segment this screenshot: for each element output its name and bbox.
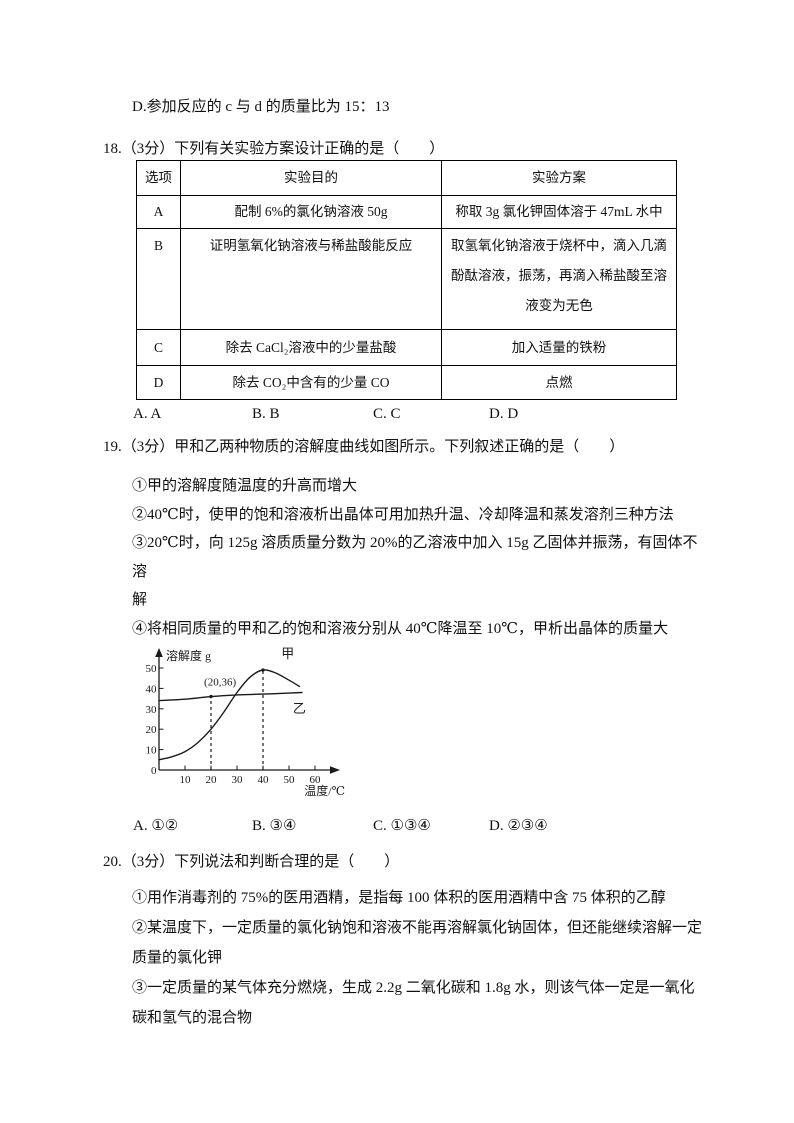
row-d-purpose: 除去 CO₂中含有的少量 CO	[180, 365, 442, 400]
q18-experiment-table: 选项 实验目的 实验方案 A 配制 6%的氯化钠溶液 50g 称取 3g 氯化钾…	[136, 160, 677, 400]
q20-statements: ①用作消毒剂的 75%的医用酒精，是指每 100 体积的医用酒精中含 75 体积…	[103, 883, 703, 1033]
row-b-plan: 取氢氧化钠溶液于烧杯中，滴入几滴 酚酞溶液，振荡，再滴入稀盐酸至溶 液变为无色	[441, 228, 677, 330]
svg-text:(20,36): (20,36)	[204, 676, 236, 688]
svg-text:60: 60	[310, 774, 322, 786]
svg-text:40: 40	[146, 683, 158, 695]
col-header-purpose: 实验目的	[180, 160, 442, 196]
page-content: D.参加反应的 c 与 d 的质量比为 15：13 18.（3分）下列有关实验方…	[103, 96, 703, 1033]
svg-text:20: 20	[206, 774, 218, 786]
svg-text:温度/℃: 温度/℃	[304, 783, 345, 798]
row-d-plan: 点燃	[441, 365, 677, 400]
table-row: D 除去 CO₂中含有的少量 CO 点燃	[136, 365, 677, 400]
col-header-plan: 实验方案	[441, 160, 677, 196]
q17-option-d: D.参加反应的 c 与 d 的质量比为 15：13	[132, 99, 390, 115]
q20-statement-3: ③一定质量的某气体充分燃烧，生成 2.2g 二氧化碳和 1.8g 水，则该气体一…	[132, 980, 695, 1026]
row-a-option: A	[136, 195, 181, 229]
q19-statements: ①甲的溶解度随温度的升高而增大 ②40℃时，使甲的饱和溶液析出晶体可用加热升温、…	[103, 472, 703, 643]
q19-option-c: C. ①③④	[373, 818, 431, 834]
q19-statement-3: ③20℃时，向 125g 溶质质量分数为 20%的乙溶液中加入 15g 乙固体并…	[132, 535, 698, 608]
q20-stem: 20.（3分）下列说法和判断合理的是（ ）	[103, 854, 400, 870]
q18-answer-options: A. A B. B C. C D. D	[103, 403, 703, 425]
table-row: A 配制 6%的氯化钠溶液 50g 称取 3g 氯化钾固体溶于 47mL 水中	[136, 195, 677, 229]
q19-statement-1: ①甲的溶解度随温度的升高而增大	[132, 478, 358, 494]
solubility-chart: 10 20 30 40 50 60 0 10 20 30 40 50 溶解度 g 温度/℃ 甲乙 (20,36…	[146, 646, 346, 798]
q20-statement-1: ①用作消毒剂的 75%的医用酒精，是指每 100 体积的医用酒精中含 75 体积…	[132, 890, 666, 906]
svg-text:20: 20	[146, 724, 158, 736]
svg-text:30: 30	[146, 704, 158, 716]
svg-text:40: 40	[258, 774, 270, 786]
svg-text:50: 50	[146, 663, 158, 675]
svg-text:30: 30	[232, 774, 244, 786]
q19-statement-2: ②40℃时，使甲的饱和溶液析出晶体可用加热升温、冷却降温和蒸发溶剂三种方法	[132, 506, 674, 523]
row-d-option: D	[136, 365, 181, 400]
q19-answer-options: A. ①② B. ③④ C. ①③④ D. ②③④	[103, 815, 703, 837]
col-header-option: 选项	[136, 160, 181, 196]
svg-text:10: 10	[146, 745, 158, 757]
q19-option-a: A. ①②	[133, 818, 179, 834]
svg-text:10: 10	[180, 774, 192, 786]
row-b-purpose: 证明氢氧化钠溶液与稀盐酸能反应	[180, 228, 442, 330]
row-c-plan: 加入适量的铁粉	[441, 329, 677, 366]
row-b-option: B	[136, 228, 181, 330]
q19-option-d: D. ②③④	[489, 818, 548, 834]
table-row: B 证明氢氧化钠溶液与稀盐酸能反应 取氢氧化钠溶液于烧杯中，滴入几滴 酚酞溶液，…	[136, 228, 677, 330]
svg-text:溶解度 g: 溶解度 g	[166, 648, 211, 663]
q19-stem: 19.（3分）甲和乙两种物质的溶解度曲线如图所示。下列叙述正确的是（ ）	[103, 439, 625, 455]
row-c-option: C	[136, 329, 181, 366]
svg-text:50: 50	[284, 774, 296, 786]
q18-stem: 18.（3分）下列有关实验方案设计正确的是（ ）	[103, 141, 445, 157]
q18-option-d: D. D	[489, 406, 519, 422]
svg-text:甲: 甲	[281, 646, 294, 661]
table-header-row: 选项 实验目的 实验方案	[136, 160, 677, 196]
svg-text:0: 0	[151, 765, 157, 777]
q18-option-b: B. B	[252, 406, 280, 422]
row-c-purpose: 除去 CaCl₂溶液中的少量盐酸	[180, 329, 442, 366]
q19-option-b: B. ③④	[252, 818, 297, 834]
table-row: C 除去 CaCl₂溶液中的少量盐酸 加入适量的铁粉	[136, 329, 677, 366]
svg-text:乙: 乙	[293, 701, 306, 716]
q20-statement-2: ②某温度下，一定质量的氯化钠饱和溶液不能再溶解氯化钠固体，但还能继续溶解一定 质…	[132, 920, 703, 966]
q18-option-a: A. A	[133, 406, 162, 422]
row-a-plan: 称取 3g 氯化钾固体溶于 47mL 水中	[441, 195, 677, 229]
q19-statement-4: ④将相同质量的甲和乙的饱和溶液分别从 40℃降温至 10℃，甲析出晶体的质量大	[132, 620, 669, 637]
q18-option-c: C. C	[373, 406, 401, 422]
row-a-purpose: 配制 6%的氯化钠溶液 50g	[180, 195, 442, 229]
